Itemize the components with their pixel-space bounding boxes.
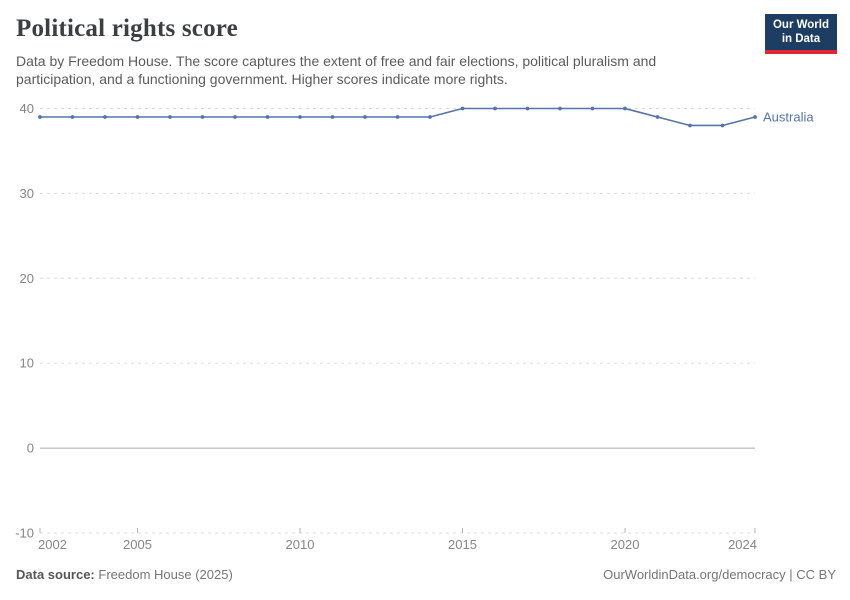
data-point[interactable] [70, 115, 75, 119]
data-point[interactable] [428, 115, 432, 119]
chart-header: Political rights score Data by Freedom H… [16, 15, 746, 89]
data-point[interactable] [688, 123, 692, 128]
owid-logo[interactable]: Our World in Data [764, 14, 837, 55]
x-axis-label: 2020 [611, 537, 640, 552]
data-source-label: Data source: [16, 567, 95, 582]
data-point[interactable] [720, 123, 725, 128]
data-point[interactable] [200, 115, 205, 119]
y-axis-label: 40 [20, 101, 34, 116]
x-axis-label: 2015 [448, 537, 477, 552]
data-point[interactable] [525, 106, 530, 111]
y-axis-label: -10 [15, 526, 34, 541]
data-point[interactable] [233, 115, 237, 119]
data-point[interactable] [655, 115, 660, 119]
x-axis-label: 2005 [123, 537, 152, 552]
chart-subtitle: Data by Freedom House. The score capture… [16, 52, 657, 88]
data-point[interactable] [623, 106, 627, 111]
y-axis-label: 30 [20, 186, 34, 201]
x-axis-label: 2002 [38, 537, 67, 552]
owid-logo-line2: in Data [781, 32, 821, 45]
y-axis-label: 20 [20, 271, 34, 286]
data-point[interactable] [493, 106, 497, 111]
data-point[interactable] [753, 115, 757, 119]
data-point[interactable] [38, 115, 42, 119]
data-point[interactable] [135, 115, 140, 119]
data-point[interactable] [298, 115, 302, 119]
footer-link[interactable]: OurWorldinData.org/democracy | CC BY [603, 567, 836, 582]
entity-label-australia[interactable]: Australia [763, 109, 814, 124]
chart-footer: Data source: Freedom House (2025) OurWor… [16, 567, 836, 582]
data-source: Data source: Freedom House (2025) [16, 567, 233, 582]
data-point[interactable] [395, 115, 400, 119]
series-australia[interactable] [38, 106, 757, 128]
x-axis-label: 2010 [286, 537, 315, 552]
data-point[interactable] [330, 115, 335, 119]
data-source-value: Freedom House (2025) [98, 567, 233, 582]
data-point[interactable] [460, 106, 465, 111]
data-point[interactable] [265, 115, 270, 119]
x-axis-label: 2024 [728, 537, 757, 552]
data-point[interactable] [168, 115, 172, 119]
data-point[interactable] [558, 106, 562, 111]
data-point[interactable] [590, 106, 595, 111]
y-axis-label: 0 [27, 441, 34, 456]
owid-logo-line1: Our World [772, 19, 829, 31]
data-point[interactable] [103, 115, 107, 119]
data-point[interactable] [363, 115, 367, 119]
chart-title: Political rights score [16, 15, 238, 42]
y-axis-label: 10 [20, 356, 34, 371]
